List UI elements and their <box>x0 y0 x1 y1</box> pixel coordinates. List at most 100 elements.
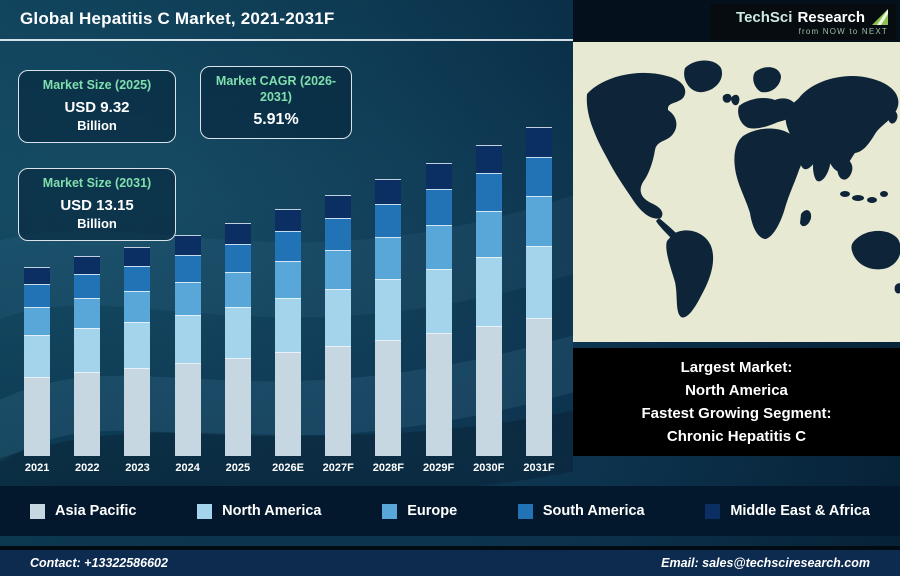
bar-segment-north-america <box>425 268 452 333</box>
bar-segment-middle-east-africa <box>375 178 402 204</box>
x-axis-label: 2022 <box>75 462 100 474</box>
bar-segment-europe <box>275 260 302 298</box>
bar-segment-north-america <box>74 328 101 373</box>
continent-asia <box>785 76 899 172</box>
chart-legend: Asia Pacific North America Europe South Ame… <box>0 486 900 536</box>
stacked-bar <box>174 235 201 456</box>
legend-swatch <box>197 503 213 519</box>
legend-item-south-america: South America <box>517 503 645 519</box>
bar-column: 2027F <box>313 194 363 478</box>
stacked-bar-chart: 2021 2022 2023 2024 2025 2026E 2027F 2028F 2029F… <box>12 112 564 478</box>
bar-segment-north-america <box>475 257 502 326</box>
x-axis-label: 2026E <box>272 462 304 474</box>
stat-label: Market Size (2031) <box>42 176 152 190</box>
indonesia-island <box>852 195 864 201</box>
legend-label: Middle East & Africa <box>730 503 870 519</box>
bar-segment-north-america <box>224 307 251 359</box>
brand-tagline: from NOW to NEXT <box>798 26 888 36</box>
stat-box-market-cagr: Market CAGR (2026-2031) 5.91% <box>200 66 352 139</box>
x-axis-label: 2028F <box>372 462 404 474</box>
stacked-bar <box>475 145 502 456</box>
world-map-image <box>586 60 900 318</box>
continent-greenland <box>684 60 723 93</box>
legend-swatch <box>705 503 721 519</box>
bar-segment-europe <box>124 290 151 322</box>
stacked-bar <box>124 246 151 456</box>
bar-segment-asia-pacific <box>475 325 502 456</box>
bar-segment-asia-pacific <box>375 339 402 456</box>
bar-segment-south-america <box>525 156 552 197</box>
bar-column: 2021 <box>12 267 62 478</box>
bar-segment-europe <box>525 196 552 246</box>
logo-arrow-icon <box>872 9 888 25</box>
bar-segment-middle-east-africa <box>174 235 201 256</box>
bar-column: 2025 <box>213 223 263 478</box>
bar-segment-middle-east-africa <box>124 246 151 266</box>
legend-item-europe: Europe <box>382 503 457 519</box>
bar-segment-south-america <box>475 173 502 211</box>
iceland <box>722 93 732 103</box>
continent-australia <box>851 230 900 270</box>
bar-segment-south-america <box>224 244 251 273</box>
legend-label: South America <box>542 503 645 519</box>
legend-swatch <box>382 503 398 519</box>
stacked-bar <box>375 178 402 456</box>
bar-segment-north-america <box>525 245 552 318</box>
bar-column: 2022 <box>62 256 112 478</box>
indonesia-island <box>840 191 850 197</box>
x-axis-label: 2031F <box>523 462 555 474</box>
bar-segment-south-america <box>375 203 402 238</box>
legend-item-north-america: North America <box>197 503 322 519</box>
bar-column: 2023 <box>112 246 162 478</box>
stat-box-market-size-2031: Market Size (2031) USD 13.15 Billion <box>18 168 176 241</box>
brand-logo-row: TechSci Research <box>718 9 888 26</box>
x-axis-label: 2025 <box>225 462 251 474</box>
stat-label: Market CAGR (2026-2031) <box>215 74 337 104</box>
bar-segment-south-america <box>174 255 201 282</box>
bar-segment-south-america <box>124 265 151 291</box>
legend-label: Asia Pacific <box>55 503 137 519</box>
bar-segment-asia-pacific <box>224 358 251 456</box>
stacked-bar <box>224 223 251 456</box>
continent-south-america <box>666 230 714 318</box>
caption-line: North America <box>685 381 788 399</box>
bar-segment-asia-pacific <box>325 346 352 456</box>
indonesia-island <box>867 197 877 203</box>
legend-label: Europe <box>407 503 458 519</box>
footer-bar: Contact: +13322586602 Email: sales@techs… <box>0 546 900 576</box>
map-caption: Largest Market: North America Fastest Gr… <box>573 348 900 456</box>
bar-segment-asia-pacific <box>24 376 51 456</box>
bar-column: 2026E <box>263 209 313 478</box>
bar-column: 2031F <box>514 127 564 478</box>
contact-phone: Contact: +13322586602 <box>30 556 168 570</box>
bar-segment-south-america <box>275 231 302 261</box>
bar-segment-middle-east-africa <box>24 267 51 285</box>
bar-segment-north-america <box>275 297 302 353</box>
caption-line: Fastest Growing Segment: <box>641 405 832 422</box>
stat-box-market-size-2025: Market Size (2025) USD 9.32 Billion <box>18 70 176 143</box>
bar-segment-north-america <box>174 314 201 364</box>
brand-logo: TechSci Research from NOW to NEXT <box>710 4 896 40</box>
southeast-asia <box>837 158 853 180</box>
bar-segment-middle-east-africa <box>325 194 352 219</box>
stacked-bar <box>525 127 552 456</box>
continent-africa <box>734 128 803 239</box>
united-kingdom <box>731 94 740 106</box>
bar-segment-north-america <box>375 278 402 340</box>
continent-europe <box>738 98 797 129</box>
bar-segment-europe <box>174 281 201 315</box>
bar-segment-europe <box>24 307 51 336</box>
bar-segment-asia-pacific <box>174 363 201 456</box>
madagascar <box>800 210 812 227</box>
x-axis-label: 2024 <box>175 462 200 474</box>
bar-segment-middle-east-africa <box>525 127 552 157</box>
legend-item-asia-pacific: Asia Pacific <box>30 503 136 519</box>
bar-segment-south-america <box>325 218 352 250</box>
legend-label: North America <box>222 503 322 519</box>
bar-segment-europe <box>425 224 452 269</box>
legend-swatch <box>30 503 45 519</box>
stacked-bar <box>425 162 452 456</box>
stat-value: USD 13.15 <box>60 196 134 214</box>
caption-line: Largest Market: <box>680 358 793 376</box>
